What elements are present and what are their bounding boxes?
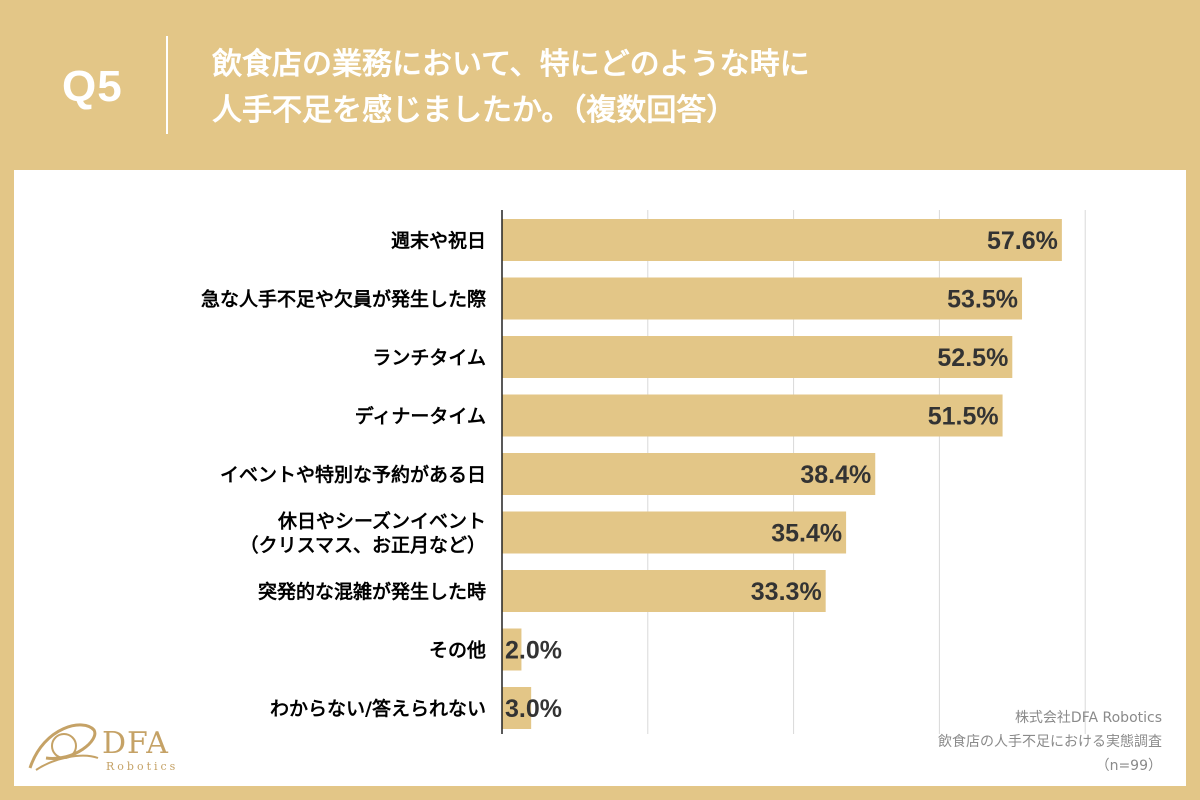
category-label: 突発的な混雑が発生した時 — [258, 580, 486, 603]
header: Q5 飲食店の業務において、特にどのような時に 人手不足を感じましたか。（複数回… — [0, 0, 1200, 170]
chart-panel: 57.6% 週末や祝日 53.5% 急な人手不足や欠員が発生した際 52.5% ランチタイ… — [14, 170, 1186, 786]
category-label: 休日やシーズンイベント — [277, 510, 486, 533]
footer-source: 株式会社DFA Robotics 飲食店の人手不足における実態調査 （n=99） — [938, 706, 1162, 778]
question-title-line1: 飲食店の業務において、特にどのような時に — [212, 47, 810, 82]
bar-chart: 57.6% 週末や祝日 53.5% 急な人手不足や欠員が発生した際 52.5% ランチタイ… — [201, 210, 1086, 734]
bar-value-label: 51.5% — [928, 403, 999, 431]
bar — [502, 219, 1062, 261]
logo-subtitle: Robotics — [106, 760, 179, 773]
bar — [502, 453, 876, 495]
bar-value-label: 35.4% — [771, 520, 842, 548]
dfa-logo-mark-icon — [28, 723, 99, 771]
bar-value-label: 3.0% — [505, 695, 562, 723]
bar-value-label: 38.4% — [800, 461, 871, 489]
bar — [502, 628, 522, 671]
category-label: ディナータイム — [355, 405, 486, 428]
question-label: Q5 — [62, 62, 123, 111]
category-label: 週末や祝日 — [391, 229, 486, 252]
question-title: 飲食店の業務において、特にどのような時に 人手不足を感じましたか。（複数回答） — [212, 42, 1152, 134]
dfa-logo: DFA Robotics — [24, 718, 194, 778]
category-label: イベントや特別な予約がある日 — [220, 463, 486, 486]
footer-company: 株式会社DFA Robotics — [1014, 710, 1162, 726]
logo-name: DFA — [102, 726, 169, 761]
bar-value-label: 33.3% — [751, 578, 822, 606]
bar-value-label: 2.0% — [505, 637, 562, 665]
footer-survey: 飲食店の人手不足における実態調査 — [938, 734, 1162, 750]
category-label: 急な人手不足や欠員が発生した際 — [201, 288, 487, 311]
category-label: ランチタイム — [372, 347, 486, 369]
footer-sample: （n=99） — [1095, 758, 1162, 774]
bar — [502, 336, 1013, 378]
bar-value-label: 53.5% — [947, 286, 1018, 314]
category-label: わからない/答えられない — [270, 697, 486, 720]
header-divider — [166, 36, 168, 134]
bar-value-label: 52.5% — [937, 344, 1008, 372]
category-label: （クリスマス、お正月など） — [240, 534, 486, 557]
bar-value-label: 57.6% — [987, 227, 1058, 255]
bar — [502, 277, 1023, 320]
bar — [502, 394, 1003, 437]
bar — [502, 687, 532, 729]
category-label: その他 — [429, 639, 486, 662]
bar — [502, 511, 847, 554]
bar — [502, 570, 826, 612]
question-title-line2: 人手不足を感じましたか。（複数回答） — [212, 93, 737, 128]
